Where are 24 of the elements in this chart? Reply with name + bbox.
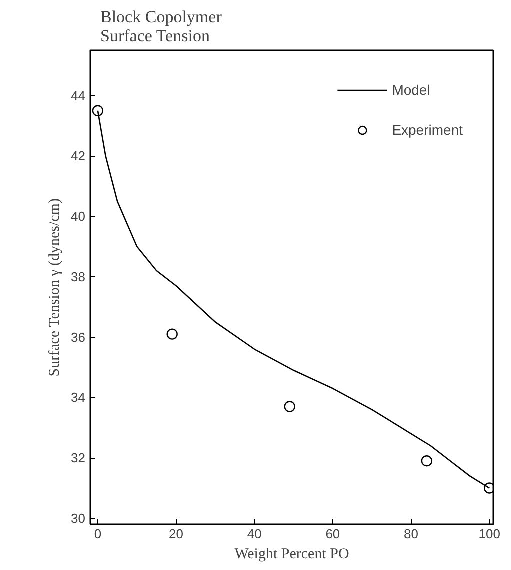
- point: [92, 105, 104, 116]
- y-tick-label: 38: [71, 269, 86, 284]
- x-tick-label: 60: [326, 526, 340, 542]
- y-tick-label: 36: [71, 330, 86, 345]
- x-tick-label: 20: [169, 526, 184, 542]
- legend-label: Model: [392, 82, 430, 98]
- y-tick-label: 42: [71, 148, 86, 164]
- x-axis-title: Weight Percent PO: [234, 546, 350, 562]
- point: [484, 482, 494, 494]
- y-tick-label: 30: [71, 510, 86, 526]
- y-tick-label: 32: [71, 450, 86, 466]
- y-tick-label: 34: [71, 390, 86, 406]
- y-tick-label: 40: [71, 209, 86, 224]
- y-tick-label: 44: [71, 88, 86, 104]
- x-tick-label: 40: [247, 526, 262, 542]
- x-tick-label: 0: [94, 526, 102, 542]
- legend-label: Experiment: [392, 122, 463, 138]
- y-axis-title: Surface Tension γ (dynes/cm): [47, 198, 64, 377]
- chart-title: Block Copolymer Surface Tension: [100, 8, 222, 46]
- x-tick-label: 100: [478, 526, 500, 542]
- point: [421, 456, 433, 467]
- x-tick-label: 80: [404, 526, 418, 542]
- point: [166, 328, 178, 340]
- point: [284, 401, 296, 412]
